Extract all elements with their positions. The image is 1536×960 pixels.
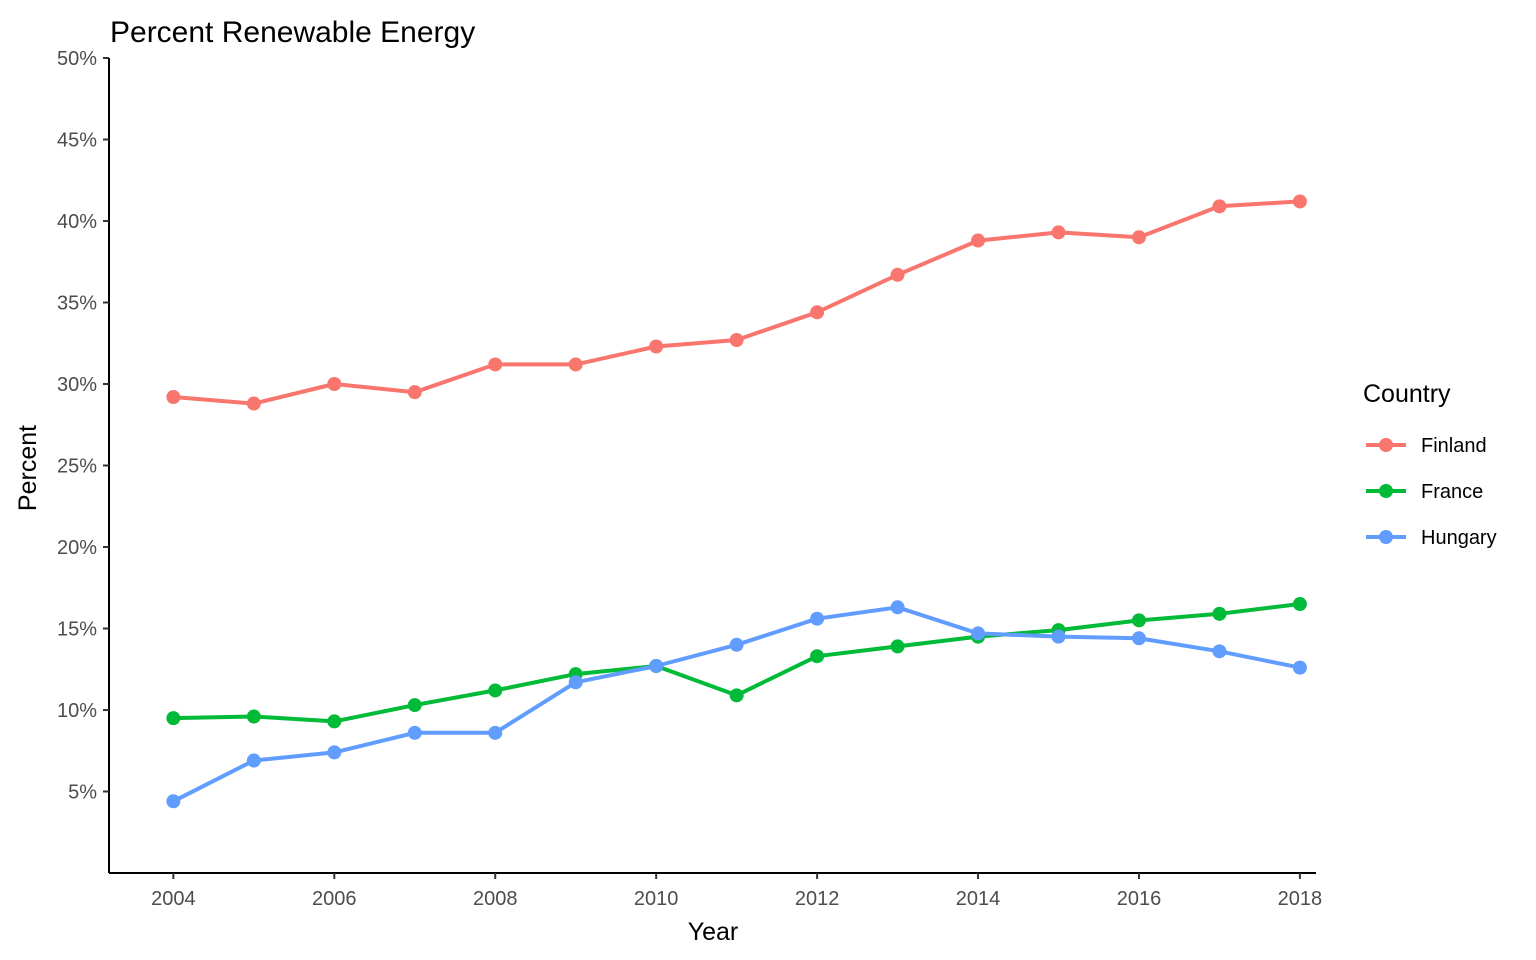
data-point-hungary	[407, 725, 422, 740]
data-point-france	[1131, 613, 1146, 628]
data-point-france	[729, 688, 744, 703]
data-point-finland	[810, 305, 825, 320]
data-point-hungary	[890, 600, 905, 615]
data-point-hungary	[488, 725, 503, 740]
data-point-france	[1212, 606, 1227, 621]
data-point-finland	[327, 377, 342, 391]
x-tick-label: 2008	[473, 888, 518, 910]
y-tick-label: 20%	[57, 537, 97, 559]
y-tick-label: 50%	[57, 48, 97, 70]
x-tick-label: 2012	[795, 888, 840, 910]
chart-title: Percent Renewable Energy	[110, 16, 475, 49]
x-tick-label: 2004	[151, 888, 196, 910]
data-point-finland	[1051, 225, 1066, 240]
series-line-france	[171, 602, 1302, 724]
data-point-france	[890, 639, 905, 654]
data-point-finland	[729, 332, 744, 347]
y-tick-label: 15%	[57, 619, 97, 641]
data-point-france	[166, 711, 181, 726]
y-tick-label: 35%	[57, 293, 97, 315]
data-point-france	[407, 698, 422, 713]
data-point-hungary	[1292, 660, 1307, 675]
data-point-france	[1292, 597, 1307, 612]
legend-label-hungary: Hungary	[1421, 527, 1497, 549]
x-tick-label: 2018	[1278, 888, 1323, 910]
y-tick-label: 40%	[57, 211, 97, 233]
y-tick-label: 25%	[57, 456, 97, 478]
data-point-hungary	[568, 675, 583, 690]
y-tick-label: 30%	[57, 374, 97, 396]
plot-area: 5% 10% 15% 20% 25% 30% 35% 40% 45% 50% 2004 2006 200…	[57, 48, 1322, 910]
data-point-hungary	[246, 753, 261, 768]
x-tick-label: 2006	[312, 888, 357, 910]
data-point-finland	[568, 357, 583, 372]
data-point-hungary	[1131, 631, 1146, 646]
data-point-france	[810, 649, 825, 664]
y-tick-label: 10%	[57, 700, 97, 722]
data-point-finland	[649, 339, 664, 354]
data-point-hungary	[327, 745, 342, 760]
data-point-france	[488, 683, 503, 698]
data-point-hungary	[166, 794, 181, 809]
data-point-finland	[488, 357, 503, 372]
data-point-hungary	[1212, 644, 1227, 659]
data-point-hungary	[729, 637, 744, 652]
legend-label-france: France	[1421, 481, 1483, 503]
data-point-france	[246, 709, 261, 724]
data-point-finland	[1292, 194, 1307, 209]
series-line-finland	[171, 199, 1302, 406]
data-point-finland	[971, 233, 986, 248]
data-point-hungary	[971, 626, 986, 641]
y-tick-label: 5%	[68, 782, 97, 804]
x-tick-label: 2014	[956, 888, 1001, 910]
legend-title: Country	[1363, 380, 1451, 408]
legend-key-point-finland	[1379, 438, 1393, 452]
data-point-finland	[1131, 230, 1146, 245]
data-point-finland	[890, 267, 905, 282]
x-axis-title: Year	[688, 918, 739, 946]
data-point-finland	[1212, 199, 1227, 214]
x-tick-label: 2010	[634, 888, 679, 910]
data-point-hungary	[1051, 629, 1066, 644]
legend: Country Finland France Hungary	[1363, 380, 1497, 549]
legend-key-point-france	[1379, 484, 1393, 498]
data-point-hungary	[649, 658, 664, 673]
data-point-hungary	[810, 611, 825, 626]
legend-key-point-hungary	[1379, 530, 1393, 544]
data-point-france	[327, 714, 342, 729]
data-point-finland	[407, 385, 422, 400]
series-line-hungary	[171, 605, 1302, 804]
data-point-finland	[246, 396, 261, 411]
y-tick-label: 45%	[57, 130, 97, 152]
legend-label-finland: Finland	[1421, 435, 1487, 457]
data-point-finland	[166, 390, 181, 405]
x-tick-label: 2016	[1117, 888, 1162, 910]
y-axis-title: Percent	[14, 425, 42, 511]
